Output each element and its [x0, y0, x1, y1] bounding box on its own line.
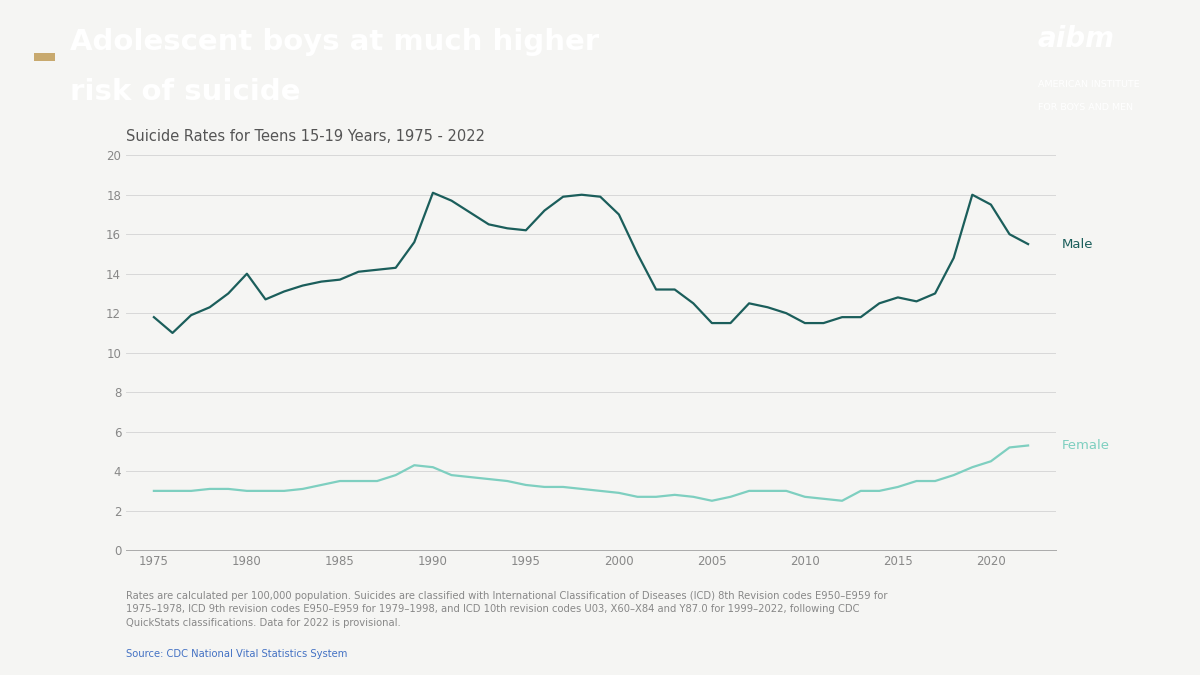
Text: aibm: aibm — [1038, 26, 1115, 53]
Text: Female: Female — [1062, 439, 1110, 452]
FancyBboxPatch shape — [34, 53, 55, 61]
Text: AMERICAN INSTITUTE: AMERICAN INSTITUTE — [1038, 80, 1140, 88]
Text: Adolescent boys at much higher: Adolescent boys at much higher — [70, 28, 599, 56]
Text: risk of suicide: risk of suicide — [70, 78, 300, 106]
Text: Source: CDC National Vital Statistics System: Source: CDC National Vital Statistics Sy… — [126, 649, 347, 659]
Text: Rates are calculated per 100,000 population. Suicides are classified with Intern: Rates are calculated per 100,000 populat… — [126, 591, 888, 628]
Text: Male: Male — [1062, 238, 1093, 250]
Text: Suicide Rates for Teens 15-19 Years, 1975 - 2022: Suicide Rates for Teens 15-19 Years, 197… — [126, 130, 485, 144]
Text: FOR BOYS AND MEN: FOR BOYS AND MEN — [1038, 103, 1133, 113]
